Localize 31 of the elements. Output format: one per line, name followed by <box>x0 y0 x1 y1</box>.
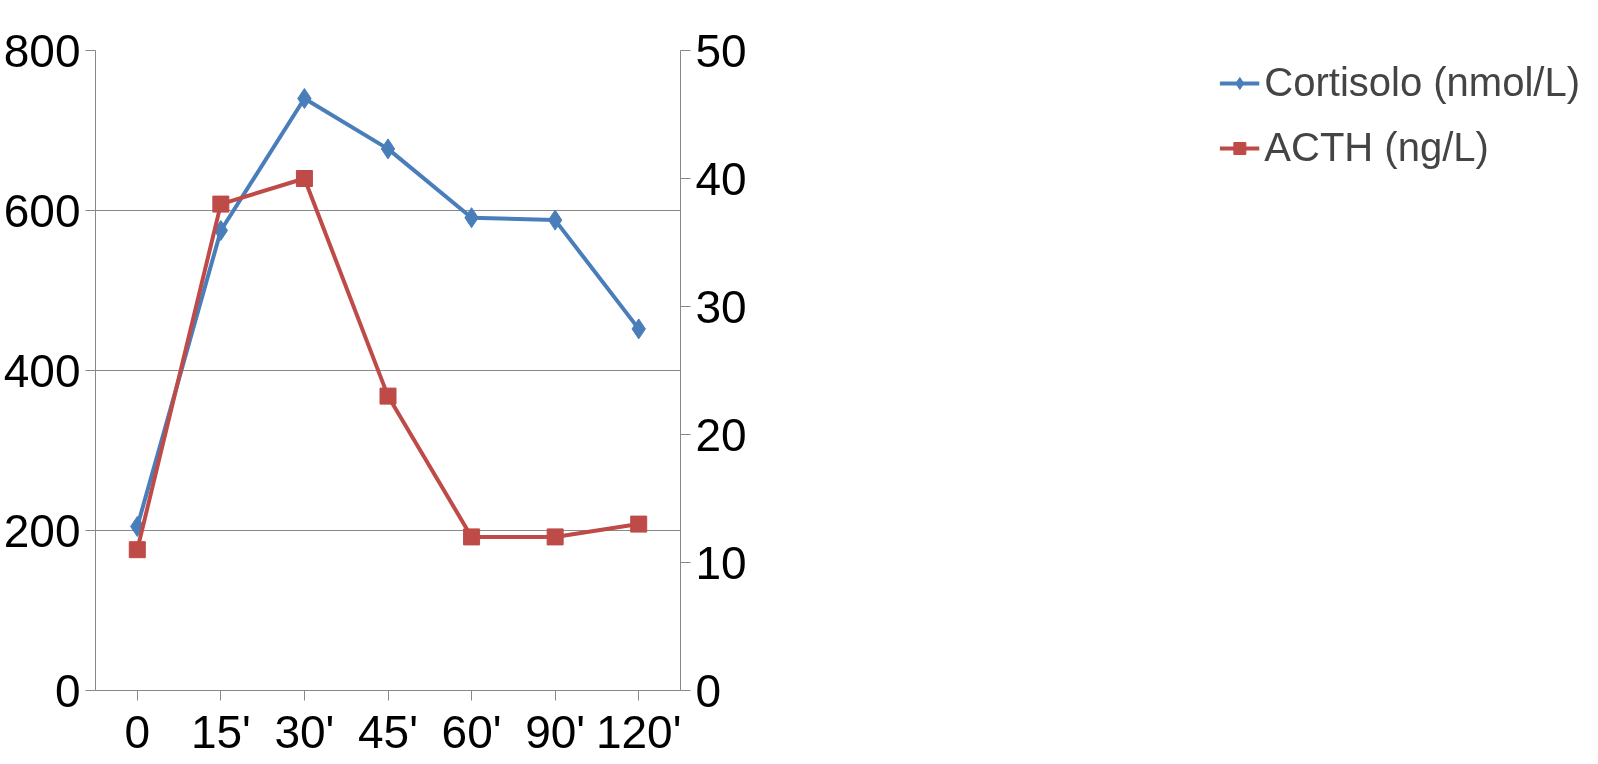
point <box>297 88 312 109</box>
point <box>128 541 146 559</box>
legend-label: Cortisolo (nmol/L) <box>1264 60 1580 105</box>
y2-tick-label: 0 <box>695 664 722 717</box>
point <box>546 528 564 546</box>
x-tick-label: 30' <box>274 705 335 758</box>
y2-tick-label: 40 <box>695 152 747 205</box>
y-tick-label: 400 <box>3 344 81 397</box>
legend-label: ACTH (ng/L) <box>1264 125 1489 170</box>
y-tick-label: 200 <box>3 504 81 557</box>
y2-tick-label: 30 <box>695 280 747 333</box>
point <box>463 528 481 546</box>
x-tick-label: 60' <box>441 705 502 758</box>
point <box>213 220 229 241</box>
x-tick-label: 45' <box>358 705 418 758</box>
x-tick-label: 0 <box>124 705 151 758</box>
y-tick-label: 600 <box>3 184 81 237</box>
point <box>380 138 396 160</box>
y2-tick-label: 50 <box>695 24 747 77</box>
x-tick-label: 120' <box>595 705 682 758</box>
point <box>379 387 397 405</box>
point <box>630 515 648 533</box>
x-tick-label: 90' <box>525 705 586 758</box>
point <box>212 195 230 213</box>
y2-tick-label: 10 <box>695 536 747 589</box>
point <box>547 209 563 231</box>
y-tick-label: 0 <box>54 664 81 717</box>
point <box>295 170 313 187</box>
y2-tick-label: 20 <box>695 408 747 461</box>
y-tick-label: 800 <box>3 24 81 77</box>
x-tick-label: 15' <box>190 705 251 758</box>
